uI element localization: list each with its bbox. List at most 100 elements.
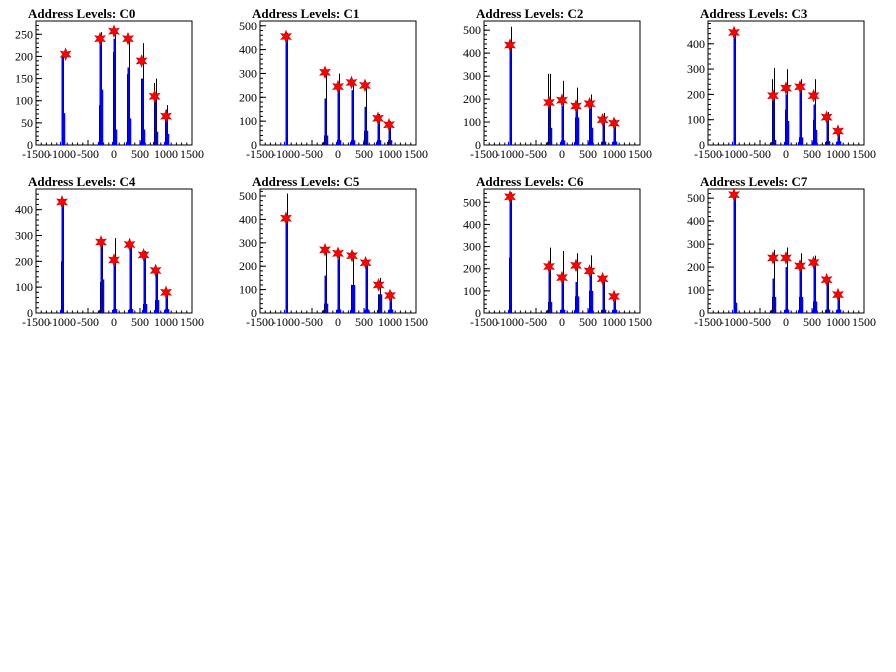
peak-marker xyxy=(319,242,331,257)
panel-title: Address Levels: C4 xyxy=(28,174,136,189)
peak-marker xyxy=(123,237,136,252)
y-tick-label: 200 xyxy=(687,87,705,101)
x-tick-label: -1000 xyxy=(496,315,524,329)
x-tick-label: 500 xyxy=(131,315,149,329)
x-tick-label: 500 xyxy=(579,315,597,329)
x-tick-label: -1500 xyxy=(694,147,722,161)
peak-marker xyxy=(332,79,344,94)
x-tick-label: 500 xyxy=(355,147,373,161)
x-tick-label: -500 xyxy=(525,315,547,329)
peak-marker xyxy=(56,195,68,209)
x-tick-label: 1000 xyxy=(826,315,850,329)
y-tick-label: 300 xyxy=(687,237,705,251)
peak-marker xyxy=(135,54,148,68)
x-tick-label: 1500 xyxy=(404,315,428,329)
peak-marker xyxy=(794,259,806,273)
x-tick-label: 500 xyxy=(131,147,149,161)
peak-marker xyxy=(345,75,358,90)
x-tick-label: -1500 xyxy=(22,147,50,161)
peak-marker xyxy=(359,78,371,93)
x-tick-label: 1500 xyxy=(180,315,204,329)
peak-marker xyxy=(160,109,172,124)
y-tick-label: 0 xyxy=(699,138,705,152)
x-tick-label: 1500 xyxy=(852,147,876,161)
x-tick-label: -500 xyxy=(77,147,99,161)
y-tick-label: 300 xyxy=(463,240,481,254)
peak-marker xyxy=(280,29,292,44)
y-tick-label: 400 xyxy=(463,217,481,231)
x-tick-label: 1500 xyxy=(852,315,876,329)
histogram-panel-c5: Address Levels: C50100200300400500-1500-… xyxy=(239,174,428,329)
peak-marker xyxy=(504,189,516,204)
peak-marker xyxy=(820,272,833,287)
peak-marker xyxy=(596,271,609,286)
peak-marker xyxy=(820,110,833,125)
histogram-bars xyxy=(284,193,394,313)
panel-title: Address Levels: C0 xyxy=(28,6,135,21)
panel-title: Address Levels: C6 xyxy=(476,174,584,189)
histogram-panel-c3: Address Levels: C3 0 100 200 300 400 -1500-100… xyxy=(687,6,876,161)
y-tick-label: 100 xyxy=(239,283,257,297)
peak-marker xyxy=(383,117,395,132)
y-tick-label: 100 xyxy=(15,280,33,294)
x-tick-label: -500 xyxy=(301,315,323,329)
peak-marker xyxy=(807,88,820,103)
y-tick-label: 500 xyxy=(463,23,481,37)
peak-marker xyxy=(137,248,150,262)
y-tick-label: 400 xyxy=(15,203,33,217)
x-tick-label: 1000 xyxy=(602,315,626,329)
y-tick-label: 300 xyxy=(15,229,33,243)
y-tick-label: 0 xyxy=(699,306,705,320)
peak-marker xyxy=(543,259,555,274)
x-tick-label: 1000 xyxy=(378,315,402,329)
histogram-bars xyxy=(60,199,170,313)
y-tick-label: 0 xyxy=(251,138,257,152)
x-tick-label: 500 xyxy=(579,147,597,161)
x-tick-label: 0 xyxy=(559,147,565,161)
y-tick-label: 0 xyxy=(475,138,481,152)
x-tick-label: 1500 xyxy=(404,147,428,161)
peak-marker xyxy=(543,95,555,110)
x-tick-label: -500 xyxy=(749,147,771,161)
x-tick-label: 0 xyxy=(783,315,789,329)
x-tick-label: -1000 xyxy=(48,315,76,329)
panel-title: Address Levels: C1 xyxy=(252,6,359,21)
peak-marker xyxy=(608,116,620,131)
panel-title: Address Levels: C2 xyxy=(476,6,583,21)
peak-marker xyxy=(149,263,162,278)
x-tick-label: -500 xyxy=(525,147,547,161)
peak-marker xyxy=(832,124,844,138)
peak-marker xyxy=(780,81,792,95)
peak-marker xyxy=(728,187,740,202)
y-tick-label: 100 xyxy=(463,115,481,129)
x-tick-label: 0 xyxy=(111,147,117,161)
peak-marker xyxy=(807,255,820,270)
panel-title: Address Levels: C7 xyxy=(700,174,808,189)
y-tick-label: 500 xyxy=(687,191,705,205)
y-tick-label: 100 xyxy=(687,283,705,297)
peak-marker xyxy=(346,248,358,263)
histogram-panel-c7: Address Levels: C70100200300400500-1500-… xyxy=(687,174,876,329)
histogram-panel-c2: Address Levels: C20100200300400500-1500-… xyxy=(463,6,652,161)
peak-marker xyxy=(556,93,568,108)
histogram-panel-c1: Address Levels: C10100200300400500-1500-… xyxy=(239,6,428,161)
peak-marker xyxy=(372,111,384,126)
histogram-panel-c6: Address Levels: C60100200300400500-1500-… xyxy=(463,174,652,329)
x-tick-label: 500 xyxy=(355,315,373,329)
peak-marker xyxy=(160,285,172,300)
x-tick-label: 1500 xyxy=(628,315,652,329)
y-tick-label: 100 xyxy=(239,114,257,128)
x-tick-label: 1000 xyxy=(826,147,850,161)
y-tick-label: 200 xyxy=(463,262,481,276)
x-tick-label: 0 xyxy=(559,315,565,329)
y-tick-label: 0 xyxy=(251,306,257,320)
x-tick-label: 500 xyxy=(803,147,821,161)
peak-marker xyxy=(94,31,106,46)
x-tick-label: -500 xyxy=(749,315,771,329)
peak-marker xyxy=(596,112,609,127)
panel-title: Address Levels: C5 xyxy=(252,174,360,189)
x-tick-label: -1000 xyxy=(720,315,748,329)
peak-marker xyxy=(122,31,134,46)
histogram-bars xyxy=(732,31,842,145)
